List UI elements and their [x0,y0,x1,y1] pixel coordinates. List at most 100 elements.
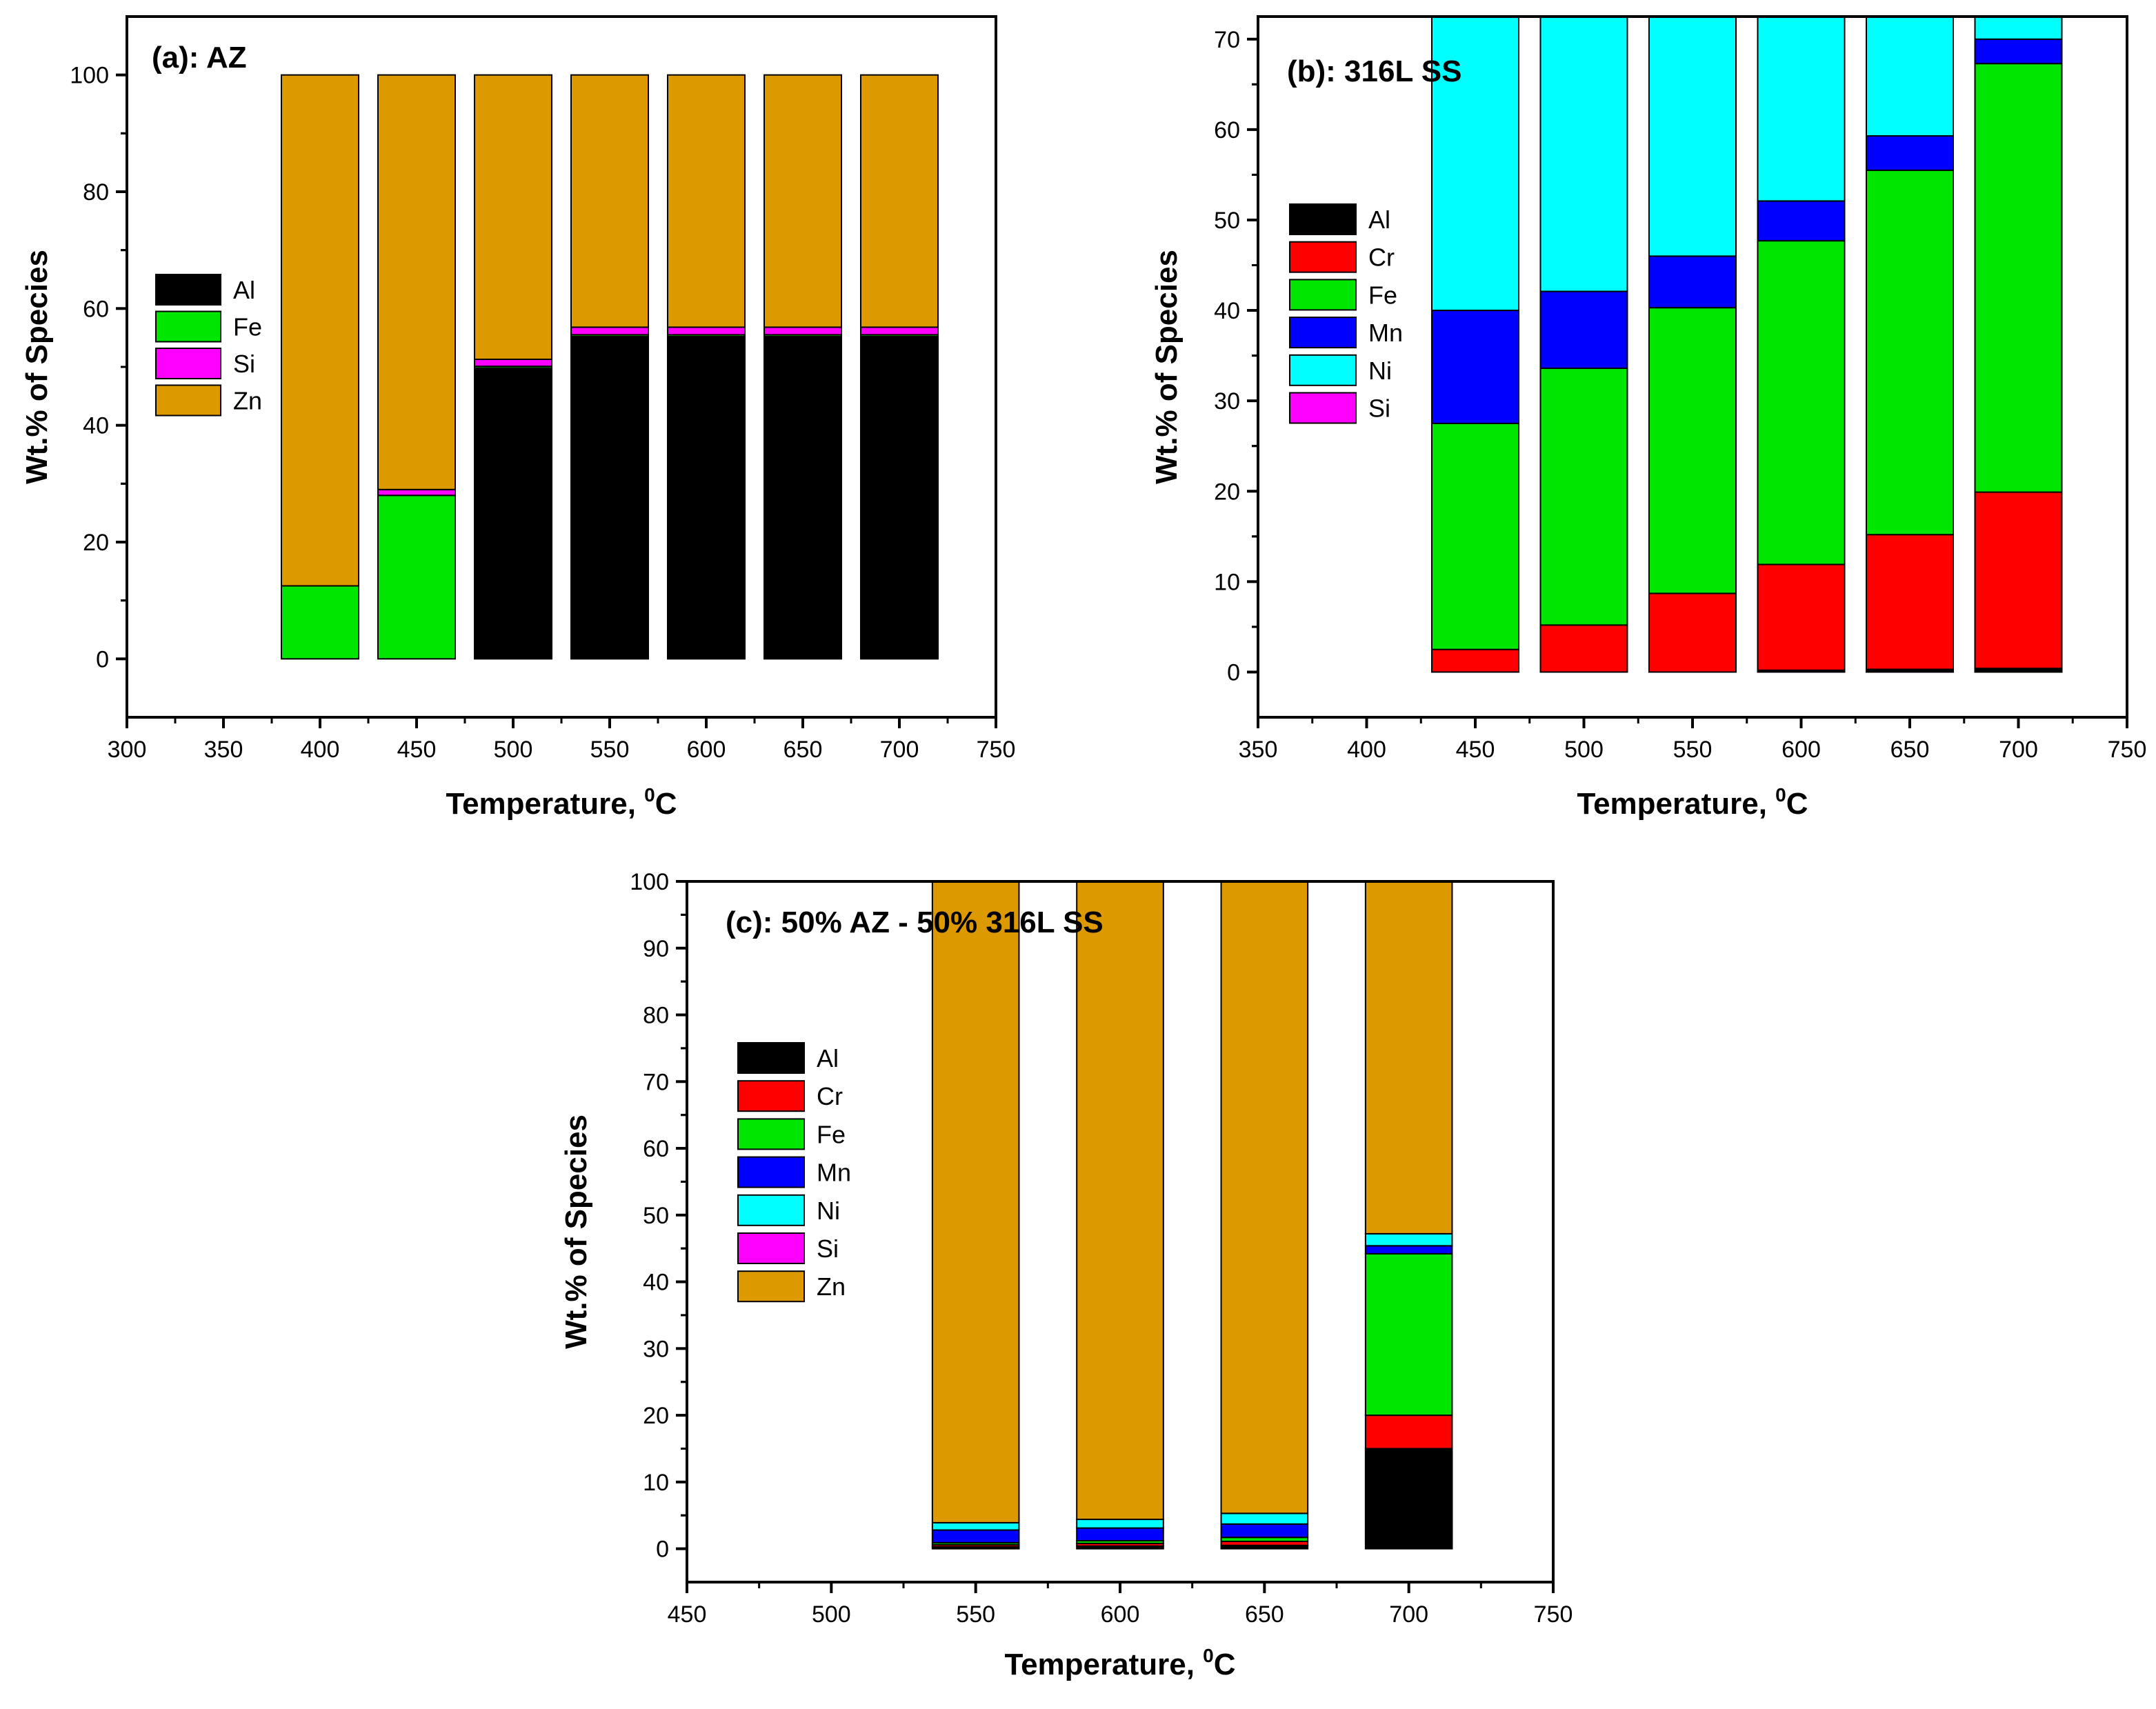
x-tick-label-c: 700 [1389,1601,1428,1628]
chart-c: 450 500 550 600 650 700 750 0 10 20 30 40 50 60 70 80 90… [559,869,1573,1681]
bar-b-550-fe [1648,307,1737,594]
legend-swatch-al [1289,203,1357,235]
legend-label-zn: Zn [817,1272,846,1301]
bar-a-550-al [570,335,649,660]
x-tick-label-b: 400 [1347,737,1386,763]
bar-b-450-cr [1431,648,1519,673]
bar-a-400-zn [281,74,359,587]
x-tick-label-a: 650 [783,737,823,763]
legend-label-si: Si [817,1235,839,1263]
x-tick-label-a: 450 [397,737,437,763]
y-tick-label-c: 0 [656,1537,669,1563]
y-tick-label-c: 20 [643,1403,669,1429]
legend-label-mn: Mn [817,1159,851,1187]
legend-swatch-zn [737,1270,805,1303]
bar-a-450-zn [377,74,456,490]
y-tick-label-c: 70 [643,1069,669,1095]
bar-c-650-mn [1220,1523,1309,1539]
bar-c-550-mn [931,1529,1020,1543]
legend-label-si: Si [1368,394,1390,423]
bar-b-550-mn [1648,255,1737,309]
y-tick-label-b: 70 [1214,27,1240,53]
legend-label-cr: Cr [1368,243,1395,272]
x-tick-label-a: 750 [977,737,1016,763]
legend-label-cr: Cr [817,1082,843,1110]
legend-label-fe: Fe [233,313,262,341]
x-tick-label-a: 350 [204,737,243,763]
legend-swatch-al [737,1042,805,1074]
x-tick-label-a: 300 [108,737,147,763]
legend-label-mn: Mn [1368,319,1403,347]
x-tick-label-a: 600 [687,737,726,763]
bar-c-600-ni [1076,1519,1164,1529]
bar-b-600-mn [1757,200,1846,242]
y-tick-label-b: 40 [1214,298,1240,324]
bar-c-700-fe [1364,1252,1453,1417]
bar-b-450-ni [1431,17,1519,312]
bar-a-650-al [763,335,842,660]
bar-a-700-zn [860,74,939,328]
x-tick-label-a: 500 [494,737,533,763]
bar-c-700-mn [1364,1245,1453,1255]
bar-a-450-fe [377,494,456,660]
bar-b-500-mn [1539,290,1628,369]
bar-b-600-cr [1757,563,1846,671]
bar-c-600-zn [1076,881,1164,1521]
bar-a-450-si [377,488,456,497]
bar-a-600-zn [667,74,746,328]
bar-a-700-al [860,335,939,660]
y-tick-label-c: 90 [643,936,669,962]
bar-a-500-zn [474,74,552,360]
x-tick-label-a: 550 [590,737,630,763]
legend-swatch-si [737,1232,805,1264]
bar-a-650-si [763,326,842,336]
x-tick-label-c: 500 [812,1601,851,1628]
bar-b-650-fe [1866,169,1954,536]
legend-swatch-cr [1289,241,1357,273]
bar-c-650-zn [1220,881,1309,1515]
y-tick-label-b: 60 [1214,117,1240,143]
x-tick-label-b: 350 [1239,737,1278,763]
legend-label-ni: Ni [1368,357,1392,385]
x-tick-label-b: 700 [1999,737,2038,763]
bars-b [1431,17,2063,673]
legend-swatch-zn [155,384,221,417]
y-tick-label-c: 40 [643,1270,669,1296]
legend-swatch-fe [737,1118,805,1150]
x-tick-label-a: 400 [301,737,340,763]
bar-a-500-si [474,358,552,368]
bar-b-550-cr [1648,592,1737,673]
bar-a-500-al [474,367,552,660]
bar-c-600-mn [1076,1527,1164,1542]
x-tick-label-c: 600 [1101,1601,1140,1628]
y-tick-label-c: 50 [643,1203,669,1229]
bar-c-700-zn [1364,881,1453,1235]
legend-swatch-si [155,348,221,379]
bar-c-700-ni [1364,1232,1453,1247]
bar-b-500-ni [1539,17,1628,292]
bar-a-600-si [667,326,746,336]
bar-b-600-fe [1757,240,1846,566]
legend-swatch-si [1289,392,1357,424]
bar-b-650-mn [1866,135,1954,171]
bar-b-600-ni [1757,17,1846,202]
bar-b-450-fe [1431,422,1519,650]
bar-b-700-ni [1974,17,2063,40]
bar-b-650-cr [1866,534,1954,670]
legend-label-ni: Ni [817,1197,840,1225]
y-tick-label-c: 60 [643,1136,669,1162]
legend-label-fe: Fe [1368,281,1397,309]
chart-b: 350 400 450 500 550 600 650 700 750 0 10 20 30 40 50 60… [1150,15,2146,821]
x-tick-label-c: 750 [1534,1601,1573,1628]
legend-label-al: Al [233,276,255,304]
bar-b-700-mn [1974,38,2063,65]
bar-b-500-fe [1539,367,1628,626]
bar-a-400-fe [281,585,359,660]
x-axis-title-b: Temperature, 0C [1577,784,1808,821]
legend-c: Al Cr Fe Mn Ni Si Zn [737,1042,851,1303]
y-axis-title-a: Wt.% of Species [20,250,54,484]
legend-a: Al Fe Si Zn [155,274,262,417]
bar-b-700-cr [1974,491,2063,670]
x-axis-title-c: Temperature, 0C [1004,1645,1235,1681]
